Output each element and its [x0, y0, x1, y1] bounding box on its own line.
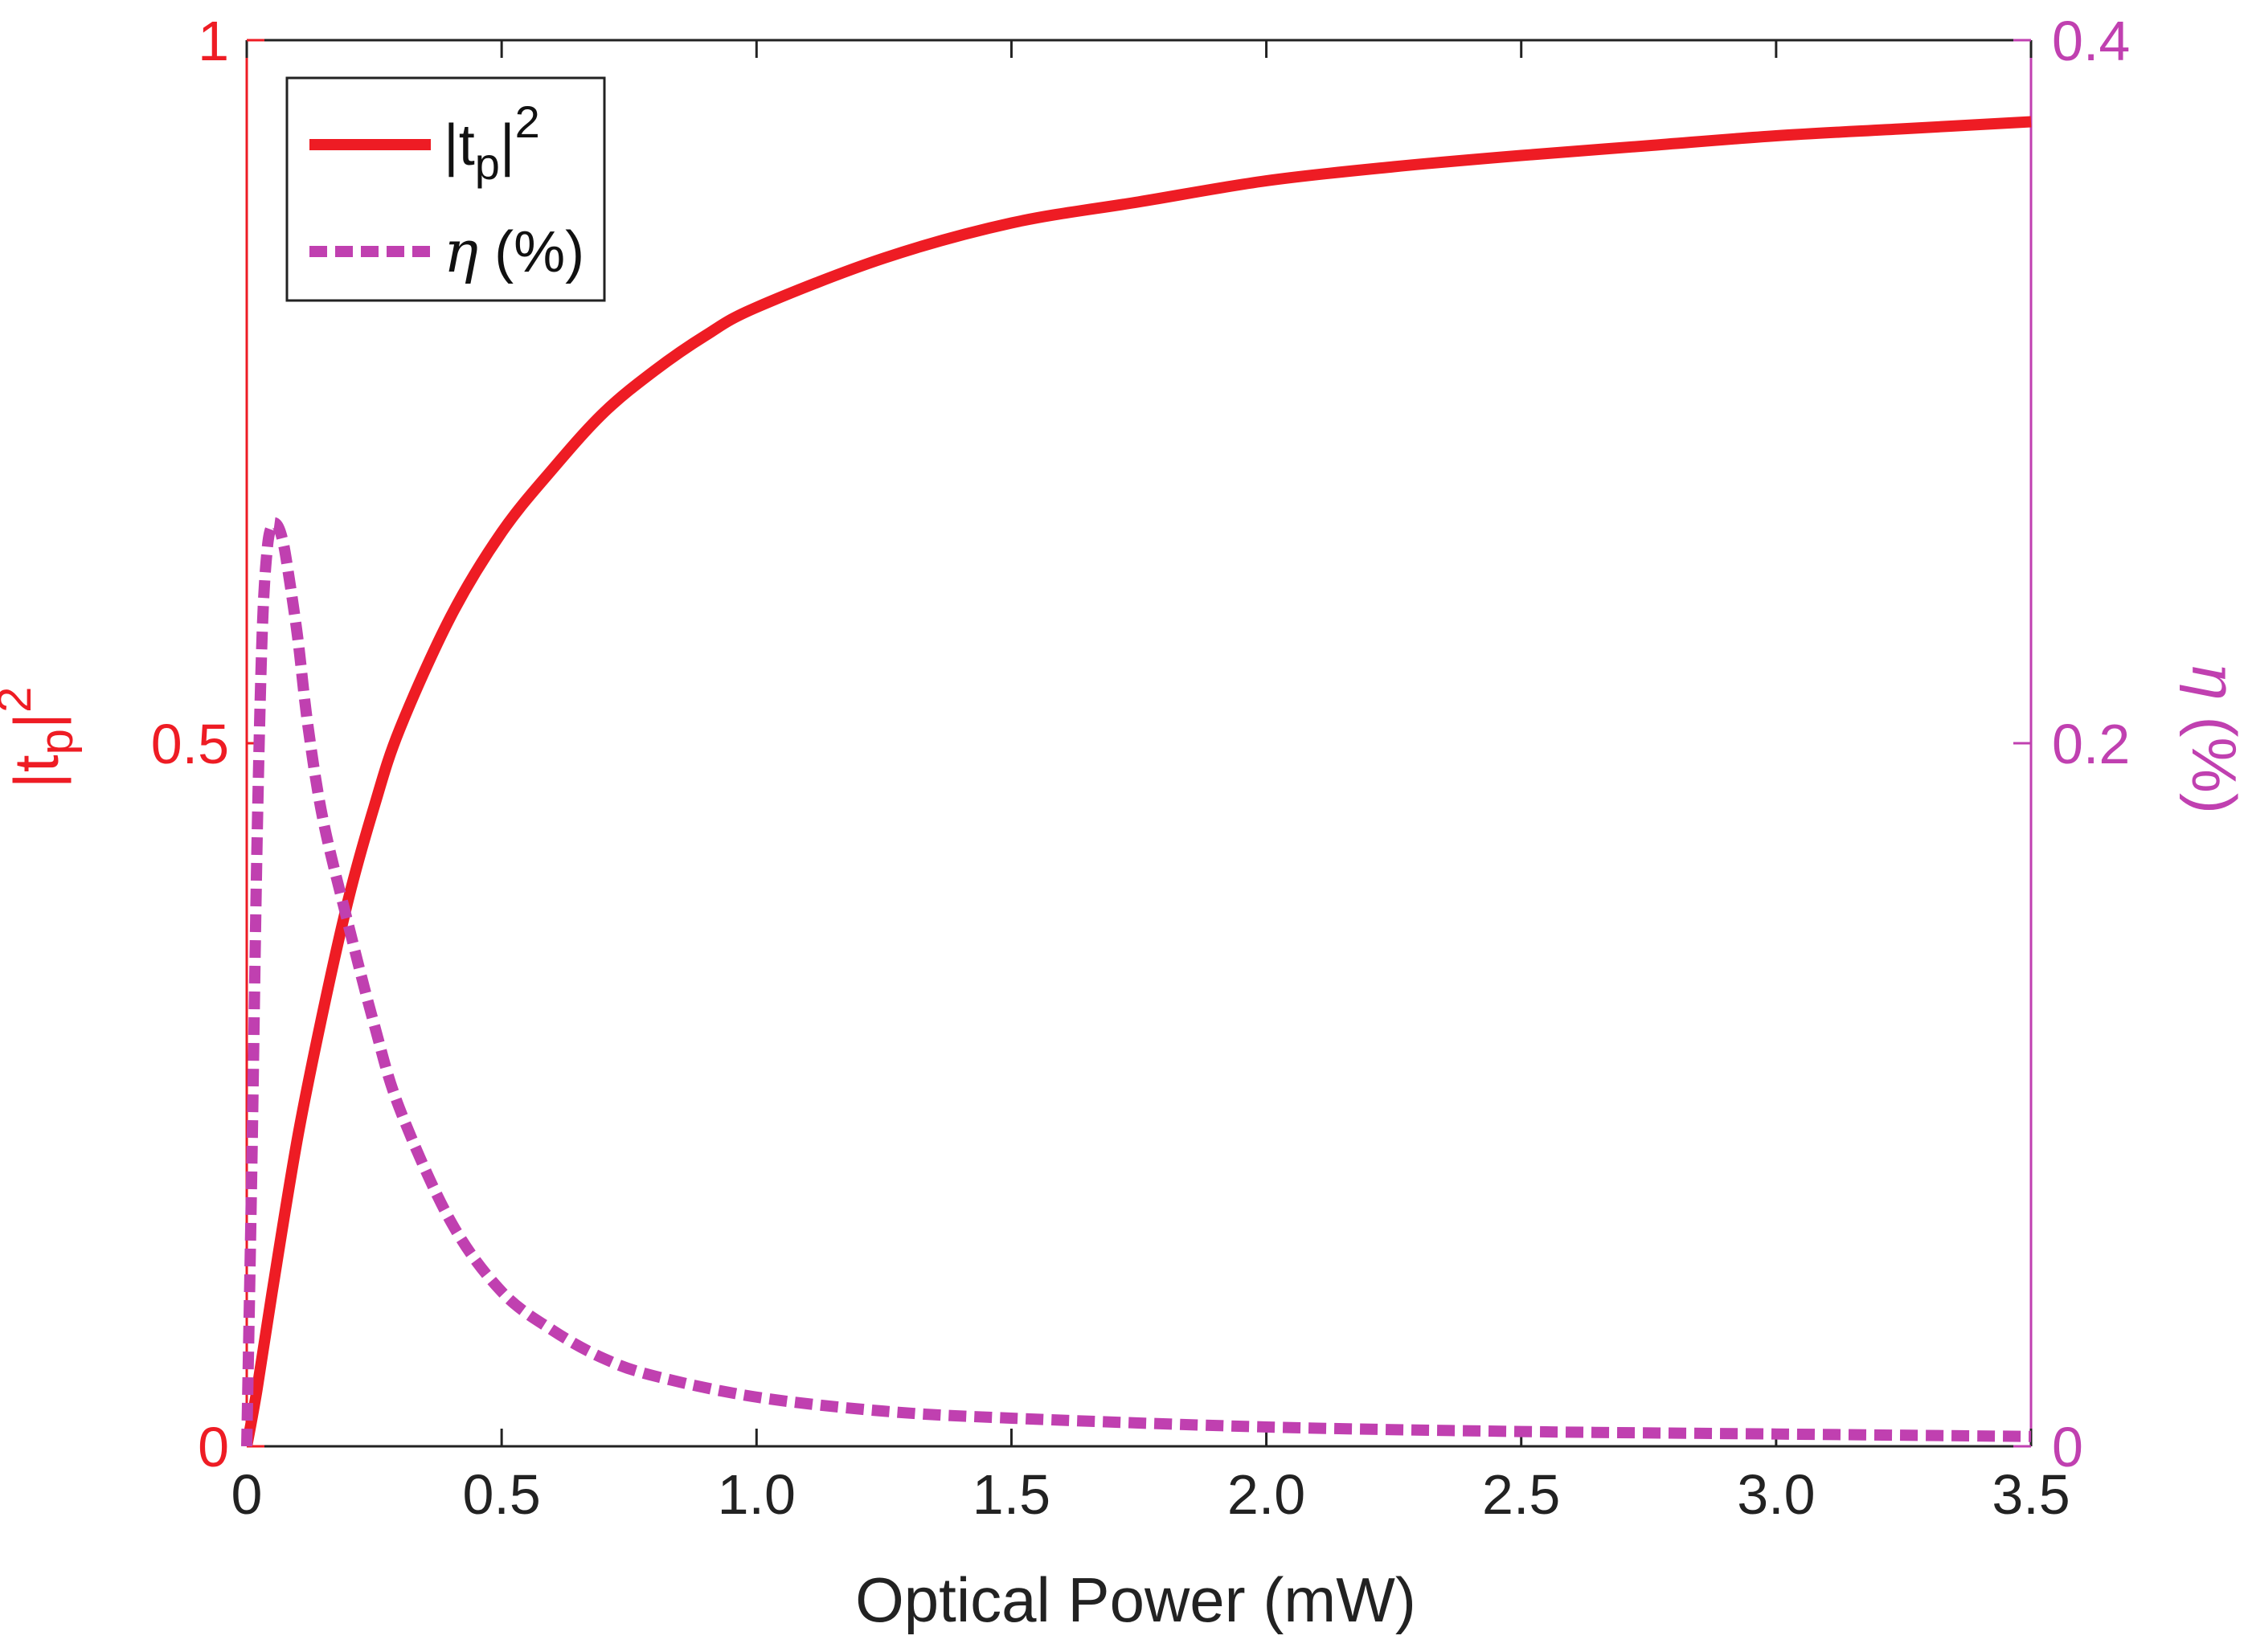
x-tick-label: 3.5 [1992, 1463, 2070, 1526]
x-axis-title: Optical Power (mW) [855, 1564, 1416, 1635]
legend: |tp|2 η (%) [285, 76, 606, 302]
left-axis-title-tail: | [1, 713, 72, 729]
x-tick-label: 0.5 [462, 1463, 540, 1526]
left-tick-label: 1 [198, 10, 229, 72]
legend-label-eta: η (%) [444, 218, 584, 285]
series-line-tp-squared [241, 116, 2032, 1448]
right-axis-title-rest: (%) [2179, 699, 2244, 814]
x-tick-label: 2.5 [1482, 1463, 1560, 1526]
series-line-eta [241, 517, 2032, 1447]
right-tick-label: 0.2 [2052, 713, 2130, 775]
svg-text:|tp|2: |tp|2 [0, 687, 83, 789]
legend-label-tp: |tp|2 [444, 96, 540, 189]
right-axis-title-greek: η [2177, 661, 2244, 699]
left-tick-label: 0.5 [151, 713, 229, 775]
legend-box [285, 76, 606, 302]
right-tick-label: 0.4 [2052, 10, 2130, 72]
left-axis-title-sup: 2 [0, 687, 41, 713]
svg-text:η (%): η (%) [2177, 661, 2244, 814]
left-axis-title-sub: p [31, 729, 83, 754]
right-axis-ticks: 0 0.2 0.4 [2013, 10, 2130, 1478]
right-tick-label: 0 [2052, 1416, 2083, 1478]
left-axis-title-main: |t [1, 754, 72, 788]
x-axis-ticks: 0 0.5 1.0 1.5 2.0 2.5 3.0 3.5 [231, 40, 2070, 1526]
x-tick-label: 1.5 [973, 1463, 1050, 1526]
left-axis-title: |tp|2 [0, 687, 83, 789]
series-layer [241, 116, 2032, 1448]
x-tick-label: 0 [231, 1463, 263, 1526]
right-axis-title: η (%) [2177, 661, 2244, 814]
x-tick-label: 3.0 [1737, 1463, 1815, 1526]
left-axis-ticks: 00.51 [151, 10, 264, 1478]
x-tick-label: 1.0 [718, 1463, 796, 1526]
left-tick-label: 0 [198, 1416, 229, 1478]
x-tick-label: 2.0 [1227, 1463, 1305, 1526]
